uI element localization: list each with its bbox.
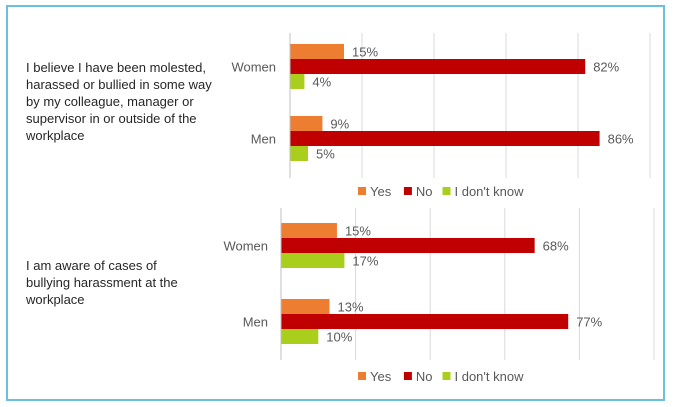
legend-label: I don't know <box>455 369 525 384</box>
data-label: 5% <box>316 147 335 162</box>
bar-i-don-t-know-men <box>290 146 308 161</box>
bar-yes-men <box>290 116 323 131</box>
data-label: 4% <box>312 75 331 90</box>
category-label: Women <box>231 60 276 75</box>
data-label: 15% <box>352 45 378 60</box>
bar-no-men <box>290 131 600 146</box>
data-label: 68% <box>543 239 569 254</box>
category-label: Men <box>251 132 276 147</box>
bar-yes-women <box>281 223 337 238</box>
bar-yes-men <box>281 299 330 314</box>
legend-label: I don't know <box>455 184 525 199</box>
bar-no-women <box>290 59 586 74</box>
bar-i-don-t-know-women <box>281 253 345 268</box>
data-label: 13% <box>337 300 363 315</box>
data-label: 9% <box>330 117 349 132</box>
legend-swatch <box>403 187 412 195</box>
legend-label: Yes <box>370 369 392 384</box>
legend-label: Yes <box>370 184 392 199</box>
data-label: 82% <box>593 60 619 75</box>
bar-i-don-t-know-men <box>281 329 319 344</box>
bar-i-don-t-know-women <box>290 74 305 89</box>
legend-label: No <box>416 369 433 384</box>
chart-frame <box>6 5 665 401</box>
data-label: 10% <box>326 330 352 345</box>
legend-swatch <box>403 372 412 380</box>
data-label: 77% <box>576 315 602 330</box>
bar-no-men <box>281 314 569 329</box>
question-text-2: I am aware of cases of bullying harassme… <box>26 258 178 307</box>
legend-swatch <box>442 187 451 195</box>
legend-swatch <box>442 372 451 380</box>
bar-yes-women <box>290 44 344 59</box>
legend-swatch <box>358 372 366 380</box>
category-label: Women <box>223 239 268 254</box>
bar-no-women <box>281 238 535 253</box>
data-label: 15% <box>345 224 371 239</box>
question-text-1: I believe I have been molested, harassed… <box>26 60 212 143</box>
category-label: Men <box>243 315 268 330</box>
data-label: 17% <box>352 254 378 269</box>
data-label: 86% <box>608 132 634 147</box>
legend-label: No <box>416 184 433 199</box>
legend-swatch <box>358 187 366 195</box>
